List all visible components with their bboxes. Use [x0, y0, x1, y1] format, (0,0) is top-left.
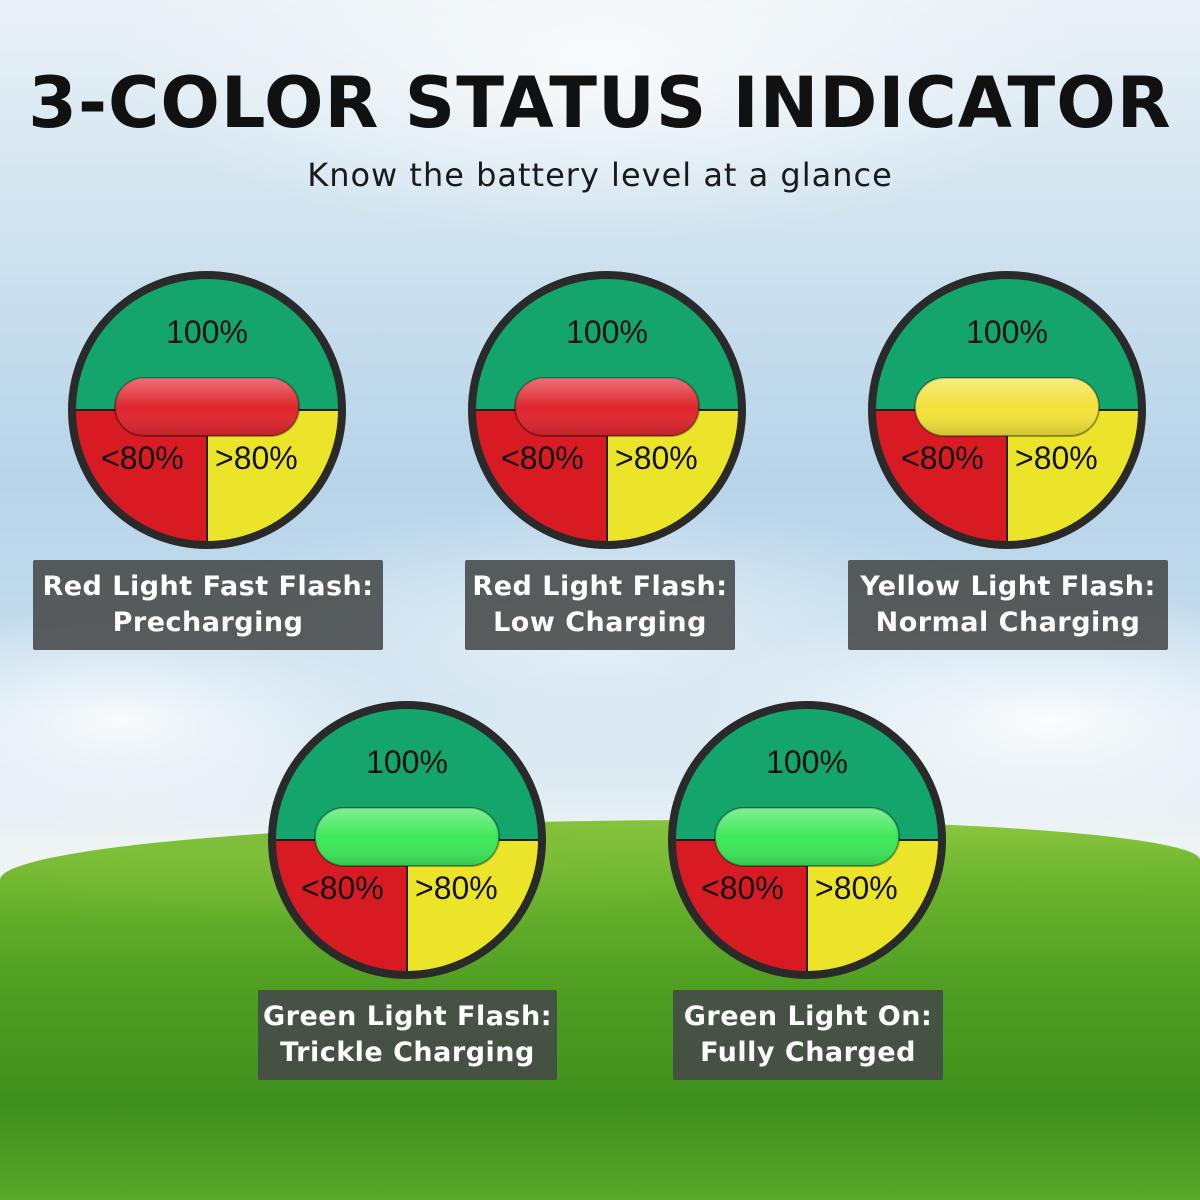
label-100: 100%: [566, 314, 648, 350]
grass-background: [0, 820, 1200, 1200]
status-indicator-4: 100% <80% >80%: [267, 700, 547, 980]
status-indicator-5: 100% <80% >80%: [667, 700, 947, 980]
label-100: 100%: [366, 744, 448, 780]
status-caption-2: Red Light Flash: Low Charging: [465, 560, 735, 650]
label-below-80: <80%: [901, 440, 984, 476]
caption-line-2: Trickle Charging: [280, 1037, 535, 1068]
caption-line-2: Normal Charging: [875, 607, 1141, 638]
page-subtitle: Know the battery level at a glance: [307, 156, 893, 194]
label-below-80: <80%: [701, 870, 784, 906]
status-caption-4: Green Light Flash: Trickle Charging: [258, 990, 557, 1080]
caption-line-1: Green Light Flash:: [262, 1001, 553, 1032]
label-above-80: >80%: [415, 870, 498, 906]
caption-line-2: Precharging: [112, 607, 304, 638]
label-100: 100%: [966, 314, 1048, 350]
status-caption-5: Green Light On: Fully Charged: [673, 990, 943, 1080]
page-title: 3-COLOR STATUS INDICATOR: [28, 62, 1172, 144]
label-above-80: >80%: [1015, 440, 1098, 476]
caption-line-1: Red Light Fast Flash:: [42, 571, 374, 602]
label-below-80: <80%: [101, 440, 184, 476]
label-above-80: >80%: [215, 440, 298, 476]
caption-line-1: Green Light On:: [683, 1001, 933, 1032]
indicator-dial: [468, 271, 746, 549]
status-indicator-2: 100% <80% >80%: [467, 270, 747, 550]
label-below-80: <80%: [501, 440, 584, 476]
caption-line-1: Yellow Light Flash:: [860, 571, 1156, 602]
label-above-80: >80%: [615, 440, 698, 476]
indicator-dial: [268, 701, 546, 979]
status-indicator-3: 100% <80% >80%: [867, 270, 1147, 550]
indicator-dial: [68, 271, 346, 549]
indicator-dial: [868, 271, 1146, 549]
status-indicator-1: 100% <80% >80%: [67, 270, 347, 550]
caption-line-2: Fully Charged: [700, 1037, 916, 1068]
label-100: 100%: [766, 744, 848, 780]
label-above-80: >80%: [815, 870, 898, 906]
indicator-dial: [668, 701, 946, 979]
status-caption-1: Red Light Fast Flash: Precharging: [33, 560, 383, 650]
caption-line-2: Low Charging: [493, 607, 707, 638]
caption-line-1: Red Light Flash:: [472, 571, 728, 602]
status-caption-3: Yellow Light Flash: Normal Charging: [848, 560, 1168, 650]
label-below-80: <80%: [301, 870, 384, 906]
label-100: 100%: [166, 314, 248, 350]
